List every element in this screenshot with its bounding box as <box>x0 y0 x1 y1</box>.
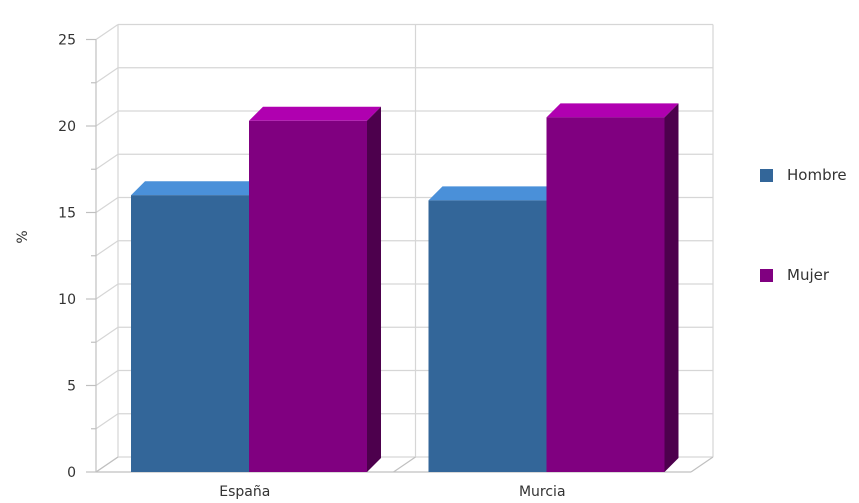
gridline-depth <box>95 153 119 170</box>
y-tick-label: 0 <box>67 465 76 481</box>
floor-depth-line <box>393 456 416 473</box>
y-tick-label: 5 <box>67 379 76 395</box>
gridline-depth <box>95 24 119 40</box>
bars <box>131 103 679 472</box>
x-tick-label: Murcia <box>519 484 566 500</box>
legend-label-hombre: Hombre <box>787 166 847 184</box>
y-tick-label: 15 <box>58 206 76 222</box>
bar-mujer-España <box>249 120 367 472</box>
gridline-depth <box>95 67 119 84</box>
bar-hombre-España <box>131 195 249 472</box>
bar-side-mujer <box>664 103 679 472</box>
y-tick-label: 10 <box>58 292 76 308</box>
bar-mujer-Murcia <box>546 117 665 472</box>
bar-top-mujer <box>546 103 679 118</box>
gridline-depth <box>95 283 119 300</box>
bar-top-hombre <box>428 186 561 201</box>
bar-top-mujer <box>249 106 381 121</box>
gridline-depth <box>95 370 119 386</box>
legend-swatch-mujer <box>760 268 773 282</box>
y-axis-title: % <box>15 230 31 243</box>
floor-depth-line <box>690 456 714 473</box>
y-tick-label: 25 <box>58 33 76 49</box>
bar-side-mujer <box>367 106 381 472</box>
gridline-depth <box>95 326 119 343</box>
y-tick-label: 20 <box>58 119 76 135</box>
bar-top-hombre <box>131 181 263 196</box>
legend-label-mujer: Mujer <box>787 266 830 284</box>
labels: 0 5 10 15 20 25% España Murcia <box>15 33 566 501</box>
gridline-depth <box>95 240 119 257</box>
floor-depth-line <box>95 456 119 473</box>
gridline-depth <box>95 110 119 127</box>
legend-item-hombre[interactable]: Hombre <box>760 166 847 184</box>
legend-swatch-hombre <box>760 168 773 182</box>
legend-item-mujer[interactable]: Mujer <box>760 266 829 284</box>
gridline-depth <box>95 197 119 213</box>
gridline-depth <box>95 413 119 430</box>
bar-hombre-Murcia <box>428 200 547 472</box>
x-tick-label: España <box>219 484 270 500</box>
